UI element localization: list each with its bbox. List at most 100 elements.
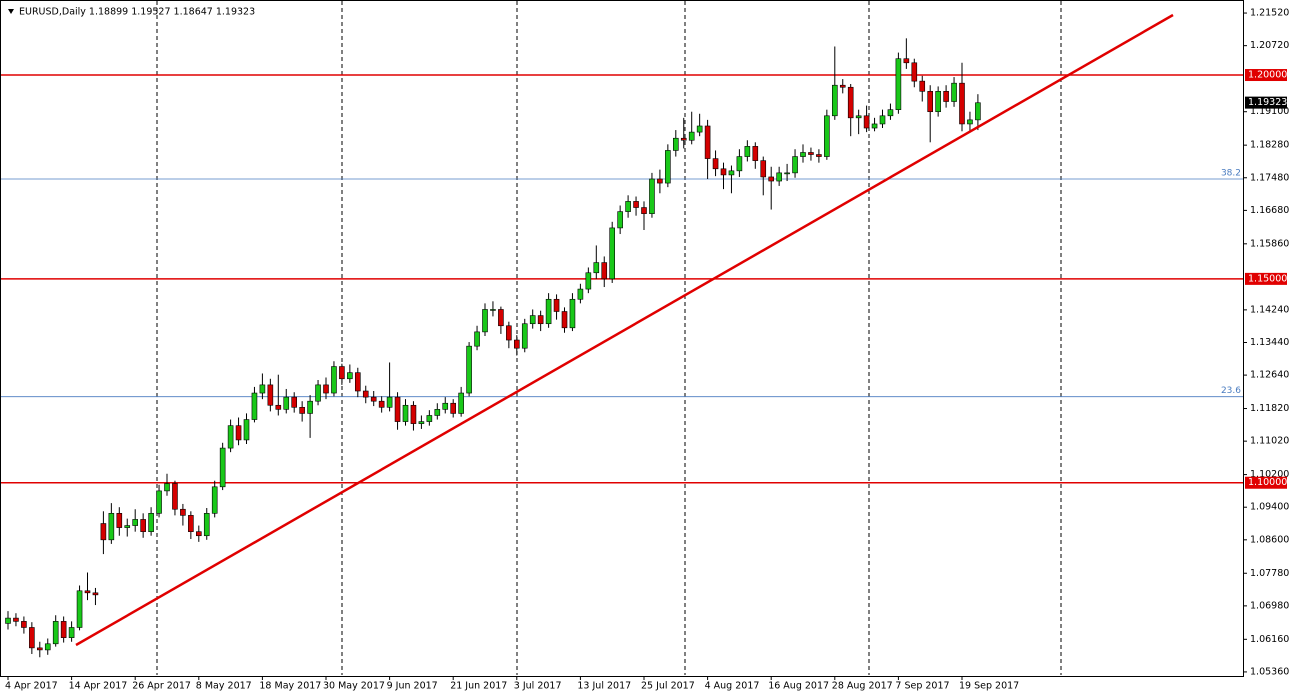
candle-body	[863, 115, 870, 129]
fib-label: 23.6	[1221, 386, 1241, 396]
candle-body	[569, 298, 576, 329]
candle-body	[148, 513, 154, 532]
candle-body	[498, 309, 504, 327]
candle-body	[744, 146, 751, 157]
candle-body	[919, 80, 926, 92]
candle-body	[283, 396, 290, 410]
candle-body	[196, 531, 202, 537]
candle-body	[728, 170, 735, 176]
candle-body	[975, 102, 981, 121]
candle-body	[291, 396, 298, 408]
candle-body	[967, 119, 973, 125]
y-tick-label: 1.21520	[1250, 8, 1289, 19]
price-level-box	[1245, 272, 1287, 285]
candle-body	[92, 592, 99, 596]
candle-body	[450, 402, 457, 414]
candle-body	[529, 315, 536, 325]
x-tick-label: 30 May 2017	[323, 681, 385, 692]
x-tick-label: 14 Apr 2017	[69, 681, 128, 692]
candle-body	[52, 621, 59, 645]
candle-body	[386, 396, 393, 408]
candle-body	[951, 82, 957, 102]
candle-body	[776, 172, 782, 182]
candle-body	[649, 178, 655, 214]
last-price-label: 1.19323	[1248, 97, 1287, 108]
price-level-label: 1.10000	[1248, 477, 1287, 488]
candle-body	[712, 158, 719, 170]
y-tick-label: 1.12640	[1250, 370, 1289, 381]
plot-border	[0, 0, 1244, 677]
y-tick-label: 1.17480	[1250, 172, 1289, 183]
candle-body	[625, 201, 631, 212]
candle-body	[60, 621, 67, 638]
candle-body	[879, 115, 886, 125]
y-tick-label: 1.15860	[1250, 238, 1289, 249]
candle-body	[347, 372, 353, 380]
candle-body	[426, 415, 433, 422]
candle-body	[680, 137, 687, 141]
candle-body	[490, 309, 496, 311]
candle-body	[537, 315, 544, 325]
candle-body	[108, 513, 115, 541]
candle-body	[800, 152, 806, 157]
trend-line	[75, 13, 1174, 647]
x-tick-label: 25 Jul 2017	[641, 681, 695, 692]
x-tick-label: 8 May 2017	[196, 681, 252, 692]
candle-body	[410, 404, 417, 424]
candle-body	[935, 91, 941, 113]
candle-body	[911, 62, 918, 82]
y-tick-label: 1.16680	[1250, 205, 1289, 216]
candle-body	[180, 508, 186, 516]
candle-body	[227, 425, 234, 449]
candle-body	[21, 621, 27, 628]
candle-body	[243, 419, 250, 441]
price-level-box	[1245, 476, 1287, 489]
candle-body	[323, 384, 329, 394]
candle-body	[402, 404, 409, 422]
y-tick-label: 1.05360	[1250, 666, 1289, 677]
candle-body	[895, 58, 902, 110]
candle-body	[156, 490, 162, 514]
candle-body	[116, 513, 123, 528]
candle-body	[482, 309, 488, 333]
candle-body	[378, 400, 385, 408]
y-tick-label: 1.06160	[1250, 634, 1289, 645]
candle-body	[855, 115, 862, 119]
candle-body	[275, 404, 282, 410]
candle-body	[768, 176, 775, 182]
candle-body	[315, 384, 321, 402]
candle-body	[784, 172, 790, 175]
y-tick-label: 1.08600	[1250, 534, 1289, 545]
y-tick-label: 1.13440	[1250, 337, 1289, 348]
x-tick-label: 18 May 2017	[259, 681, 321, 692]
candle-body	[434, 409, 441, 416]
candle-body	[808, 152, 814, 155]
candle-body	[561, 311, 568, 329]
candle-body	[331, 366, 337, 394]
x-tick-label: 4 Apr 2017	[5, 681, 58, 692]
candle-body	[704, 125, 711, 159]
y-tick-label: 1.07780	[1250, 568, 1289, 579]
candle-body	[665, 150, 671, 184]
x-tick-label: 19 Sep 2017	[959, 681, 1019, 692]
candle-body	[696, 125, 703, 133]
candle-body	[394, 396, 401, 422]
candle-body	[13, 617, 19, 622]
candle-body	[164, 483, 170, 492]
candle-body	[545, 298, 552, 325]
candle-body	[29, 627, 35, 649]
candle-body	[76, 590, 83, 628]
y-tick-label: 1.14240	[1250, 304, 1289, 315]
candle-body	[211, 486, 218, 514]
candle-body	[871, 123, 878, 129]
candle-body	[458, 392, 464, 414]
y-tick-label: 1.11820	[1250, 403, 1289, 414]
candle-body	[887, 109, 894, 117]
candle-body	[927, 91, 934, 113]
x-tick-label: 3 Jul 2017	[514, 681, 562, 692]
candle-body	[203, 513, 210, 537]
candle-body	[474, 331, 480, 347]
candle-body	[100, 523, 107, 541]
candle-body	[36, 647, 43, 651]
